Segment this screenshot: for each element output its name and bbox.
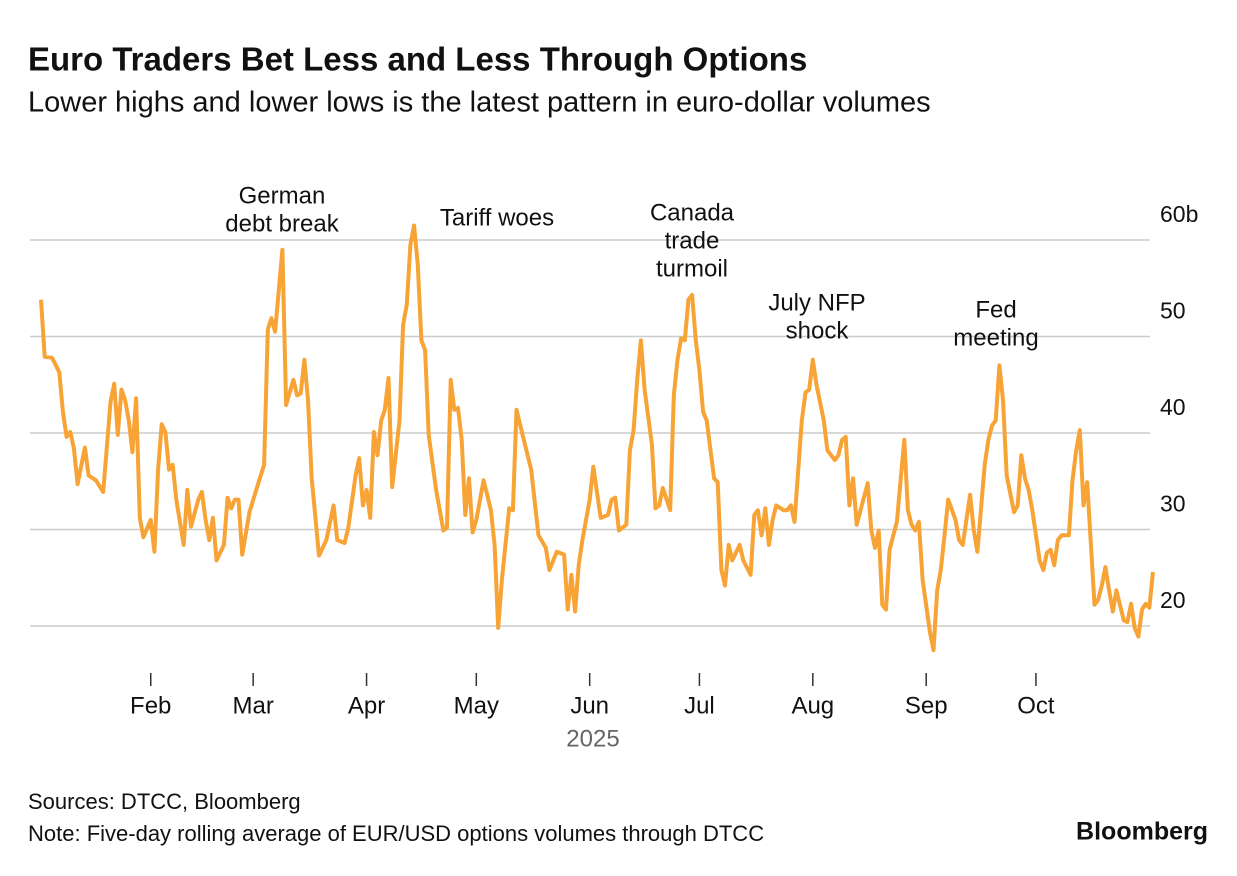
- annotation: Fed: [975, 296, 1016, 323]
- annotation: Canada: [650, 199, 735, 226]
- x-tick-label: Aug: [791, 692, 834, 719]
- chart-title: Euro Traders Bet Less and Less Through O…: [28, 41, 807, 78]
- y-tick-label: 50: [1160, 298, 1186, 324]
- annotation: shock: [786, 317, 850, 344]
- annotation: turmoil: [656, 255, 728, 282]
- x-tick-label: Feb: [130, 692, 171, 719]
- chart-subtitle: Lower highs and lower lows is the latest…: [28, 87, 931, 119]
- y-tick-label: 30: [1160, 491, 1186, 517]
- annotation: trade: [665, 227, 720, 254]
- annotation: meeting: [953, 324, 1038, 351]
- x-tick-label: Oct: [1017, 692, 1055, 719]
- annotation: July NFP: [768, 289, 865, 316]
- annotation: German: [239, 182, 326, 209]
- y-tick-label: 20: [1160, 587, 1186, 613]
- annotation: Tariff woes: [440, 204, 554, 231]
- brand: Bloomberg: [1076, 818, 1208, 846]
- x-axis-label: 2025: [566, 725, 619, 752]
- x-tick-label: Apr: [348, 692, 385, 719]
- x-tick-label: Sep: [905, 692, 948, 719]
- x-tick-label: Jun: [570, 692, 609, 719]
- x-tick-label: May: [454, 692, 499, 719]
- note: Note: Five-day rolling average of EUR/US…: [28, 821, 764, 846]
- source: Sources: DTCC, Bloomberg: [28, 789, 301, 814]
- x-tick-label: Jul: [684, 692, 715, 719]
- y-tick-label: 40: [1160, 394, 1186, 420]
- x-tick-label: Mar: [232, 692, 273, 719]
- data-line: [39, 223, 1155, 653]
- annotation: debt break: [225, 210, 339, 237]
- y-tick-label: 60b: [1160, 201, 1198, 227]
